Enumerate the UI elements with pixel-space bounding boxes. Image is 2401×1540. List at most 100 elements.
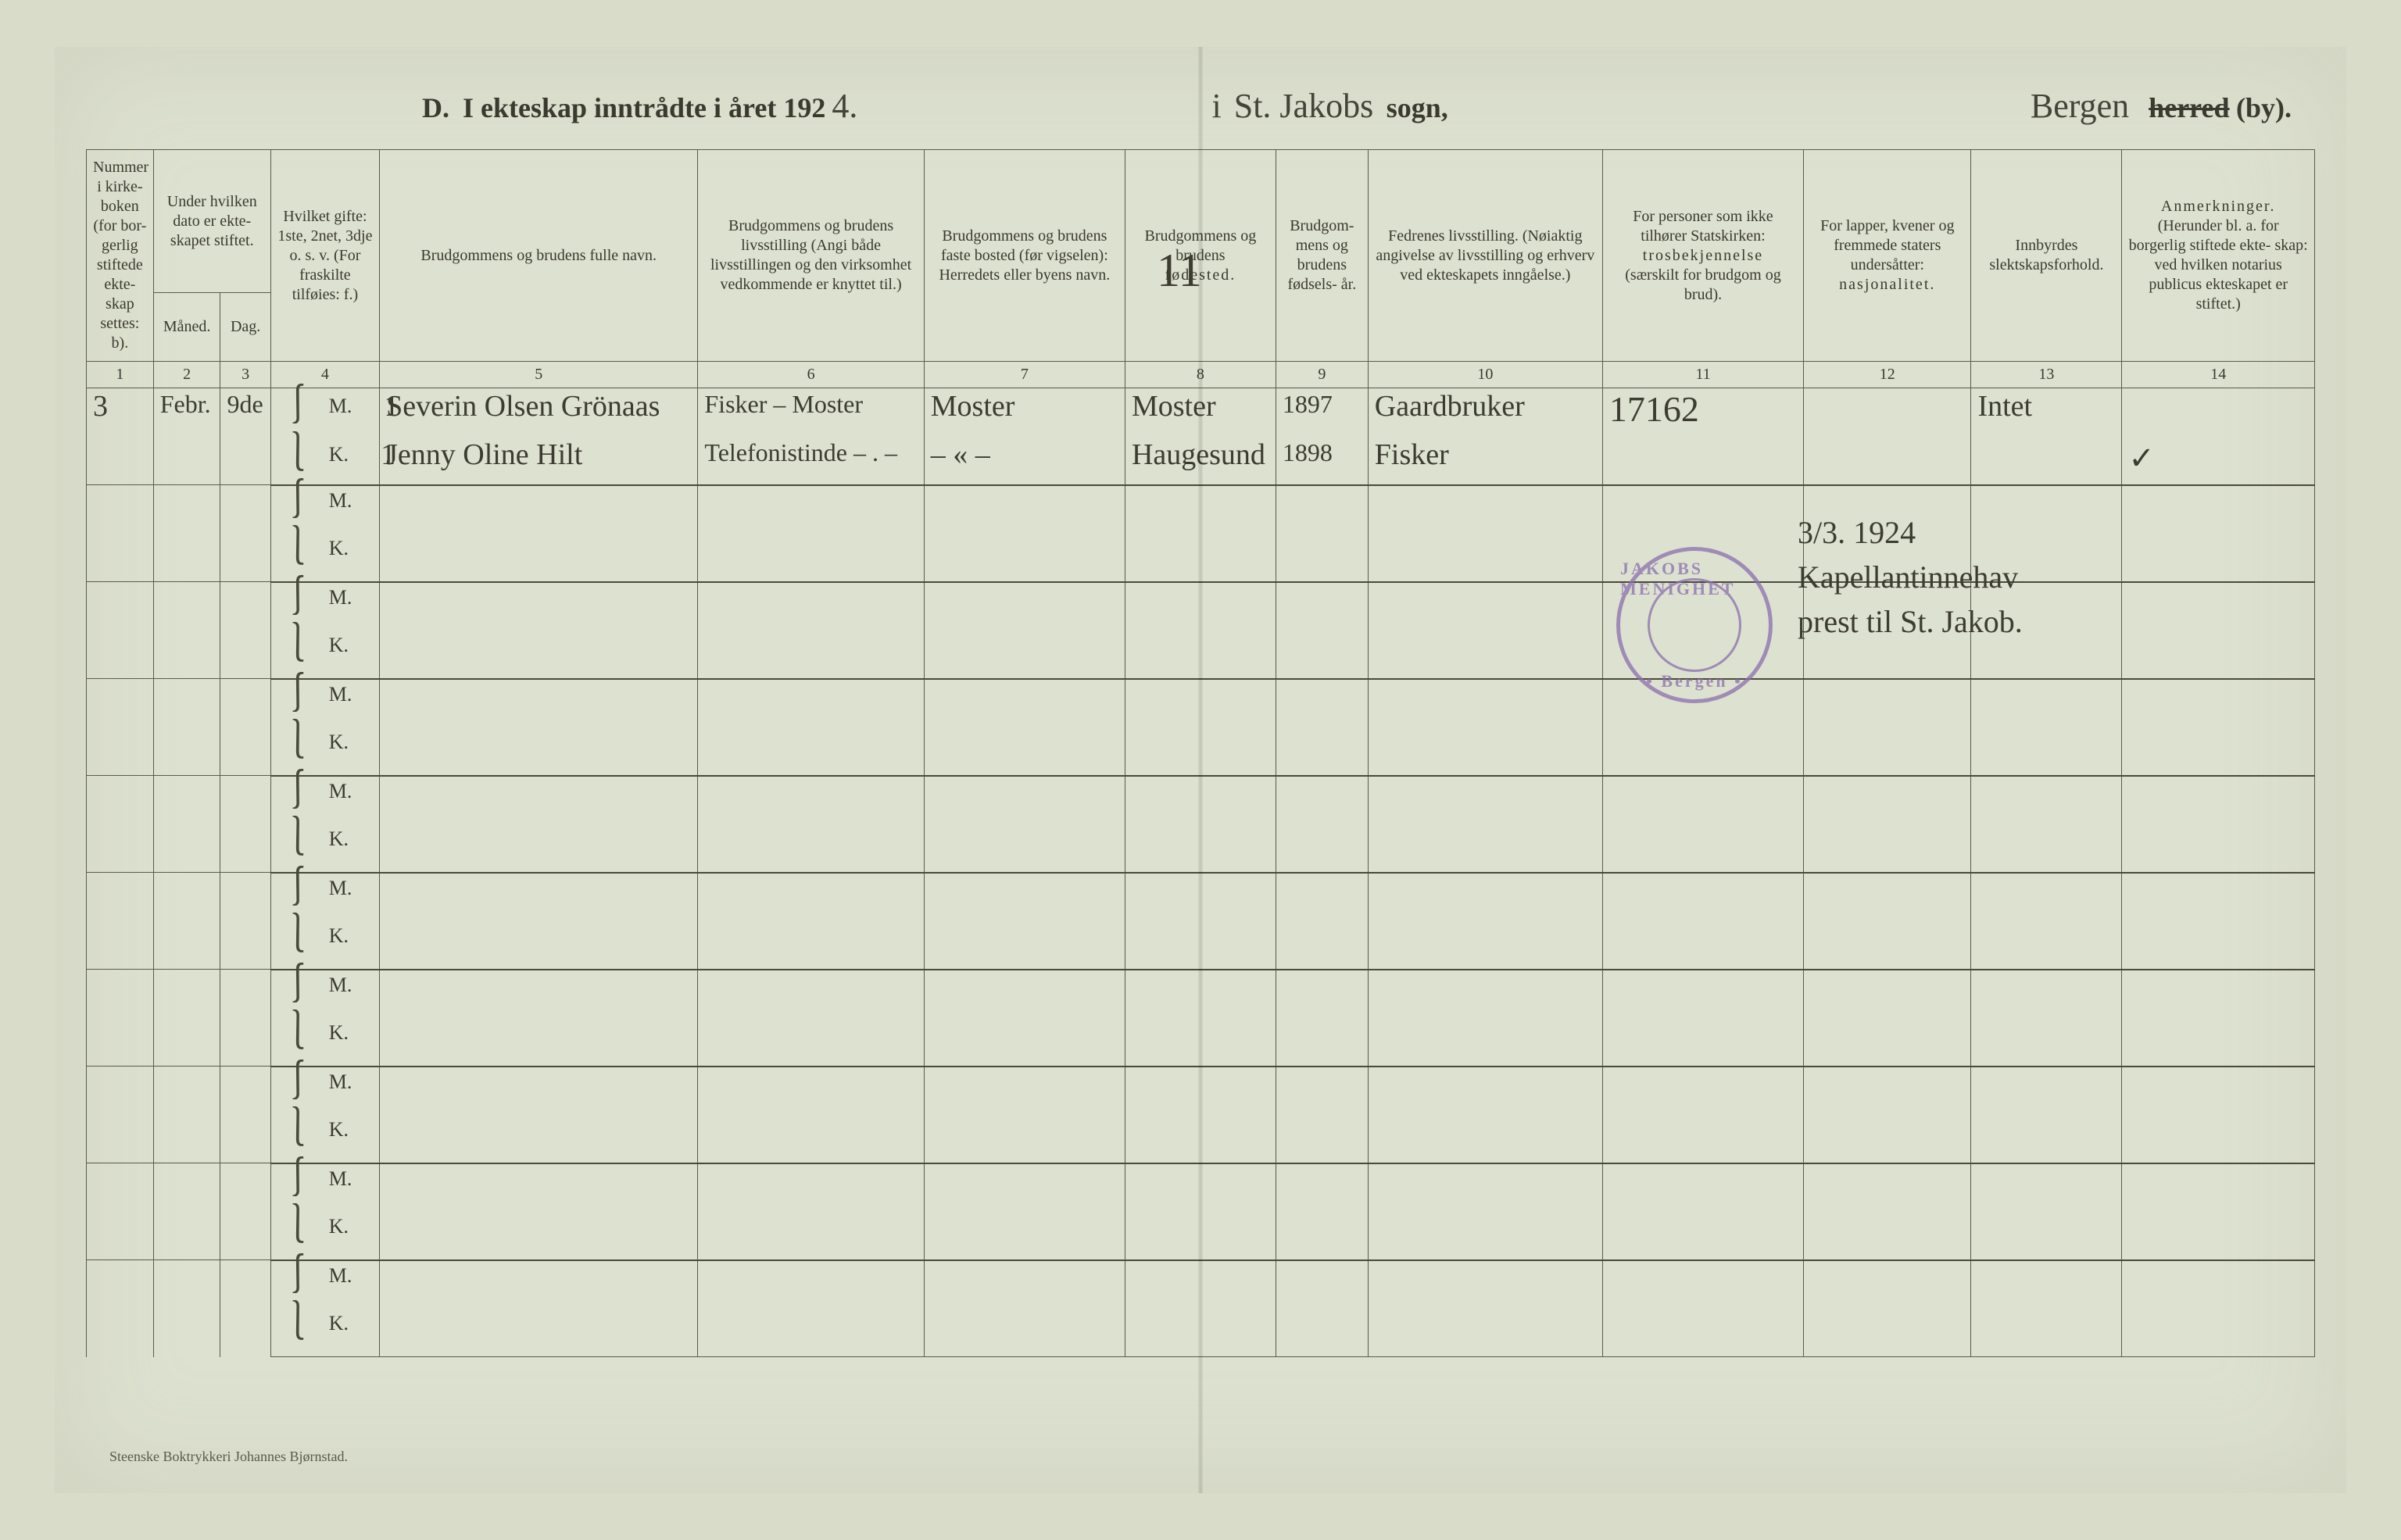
cell-aar bbox=[1276, 1309, 1368, 1357]
cell-stilling bbox=[698, 1067, 924, 1115]
cn-13: 13 bbox=[1971, 362, 2122, 388]
hdr-9: Fedrenes livsstilling. (Nøiaktig angivel… bbox=[1368, 150, 1602, 362]
cell-day bbox=[220, 873, 270, 970]
title-year-digit: 4. bbox=[825, 86, 864, 126]
hdr-13a: Anmerkninger. bbox=[2161, 198, 2276, 215]
hdr-2: Under hvilken dato er ekte- skapet stift… bbox=[153, 150, 270, 293]
hdr-12: Innbyrdes slektskapsforhold. bbox=[1971, 150, 2122, 362]
cell-anm bbox=[2122, 1115, 2315, 1163]
cell-month: Febr. bbox=[153, 388, 220, 485]
cn-12: 12 bbox=[1804, 362, 1971, 388]
cell-month bbox=[153, 679, 220, 776]
hdr-5: Brudgommens og brudens livsstilling (Ang… bbox=[698, 150, 924, 362]
cell-fedre bbox=[1368, 485, 1602, 534]
cell-tros bbox=[1602, 921, 1803, 970]
cell-num bbox=[87, 1260, 154, 1357]
cell-slekt: Intet bbox=[1971, 388, 2122, 437]
cn-5: 5 bbox=[380, 362, 698, 388]
cell-tros bbox=[1602, 1260, 1803, 1309]
cell-anm bbox=[2122, 534, 2315, 582]
cell-nasj bbox=[1804, 437, 1971, 485]
cell-bosted bbox=[924, 679, 1125, 727]
cell-nasj bbox=[1804, 1115, 1971, 1163]
cell-stilling bbox=[698, 485, 924, 534]
cell-fedre bbox=[1368, 1018, 1602, 1067]
hdr-2b: Dag. bbox=[220, 293, 270, 362]
cn-3: 3 bbox=[220, 362, 270, 388]
cell-tros bbox=[1602, 727, 1803, 776]
signature-line2: prest til St. Jakob. bbox=[1798, 603, 2023, 640]
cell-mk-m: ⎰M. 1 bbox=[270, 388, 379, 437]
cell-tros bbox=[1602, 873, 1803, 921]
title-right: Bergen herred (by). bbox=[2024, 86, 2292, 126]
cell-bosted bbox=[924, 921, 1125, 970]
cell-name bbox=[380, 824, 698, 873]
cell-slekt bbox=[1971, 1018, 2122, 1067]
cn-11: 11 bbox=[1602, 362, 1803, 388]
cell-fedre bbox=[1368, 1212, 1602, 1260]
cell-tros bbox=[1602, 970, 1803, 1018]
cell-bosted bbox=[924, 1163, 1125, 1212]
cell-day: 9de bbox=[220, 388, 270, 485]
cell-aar bbox=[1276, 727, 1368, 776]
cell-bosted bbox=[924, 873, 1125, 921]
cell-nasj bbox=[1804, 776, 1971, 824]
parish-stamp: JAKOBS MENIGHET • Bergen • bbox=[1616, 547, 1773, 703]
cn-7: 7 bbox=[924, 362, 1125, 388]
cell-name bbox=[380, 873, 698, 921]
cell-aar bbox=[1276, 582, 1368, 631]
cell-month bbox=[153, 1163, 220, 1260]
cell-bosted bbox=[924, 727, 1125, 776]
cell-slekt bbox=[1971, 1212, 2122, 1260]
cell-slekt bbox=[1971, 1067, 2122, 1115]
cell-fedre bbox=[1368, 824, 1602, 873]
cell-num bbox=[87, 873, 154, 970]
hdr-3: Hvilket gifte: 1ste, 2net, 3dje o. s. v.… bbox=[270, 150, 379, 362]
cell-aar bbox=[1276, 776, 1368, 824]
cell-bosted bbox=[924, 485, 1125, 534]
cell-anm bbox=[2122, 1067, 2315, 1115]
cell-stilling bbox=[698, 970, 924, 1018]
cell-day bbox=[220, 970, 270, 1067]
title-d: D. bbox=[422, 91, 449, 124]
cell-num bbox=[87, 776, 154, 873]
cell-anm bbox=[2122, 1018, 2315, 1067]
cell-day bbox=[220, 485, 270, 582]
cell-nasj bbox=[1804, 1163, 1971, 1212]
cell-bosted bbox=[924, 1115, 1125, 1163]
cell-slekt bbox=[1971, 1260, 2122, 1309]
cell-aar bbox=[1276, 1260, 1368, 1309]
hdr-10: For personer som ikke tilhører Statskirk… bbox=[1602, 150, 1803, 362]
cell-anm: ✓ bbox=[2122, 437, 2315, 485]
cell-stilling bbox=[698, 921, 924, 970]
cell-fedre: Fisker bbox=[1368, 437, 1602, 485]
cell-aar bbox=[1276, 631, 1368, 679]
cell-aar: 1897 bbox=[1276, 388, 1368, 437]
cell-nasj bbox=[1804, 1018, 1971, 1067]
cell-tros bbox=[1602, 776, 1803, 824]
cell-bosted bbox=[924, 776, 1125, 824]
cell-anm bbox=[2122, 631, 2315, 679]
cell-stilling bbox=[698, 873, 924, 921]
hdr-10b: trosbekjennelse bbox=[1643, 247, 1763, 264]
cell-anm bbox=[2122, 679, 2315, 727]
cell-name bbox=[380, 485, 698, 534]
hdr-6-main: Brudgommens og brudens faste bosted (før… bbox=[939, 227, 1110, 284]
signature-date: 3/3. 1924 bbox=[1798, 514, 2023, 551]
hdr-10a: For personer som ikke tilhører Statskirk… bbox=[1633, 208, 1773, 245]
cell-nasj bbox=[1804, 1067, 1971, 1115]
cell-day bbox=[220, 1163, 270, 1260]
cell-aar bbox=[1276, 485, 1368, 534]
cell-stilling bbox=[698, 1018, 924, 1067]
cell-bosted: Moster bbox=[924, 388, 1125, 437]
cell-anm bbox=[2122, 1260, 2315, 1309]
cell-month bbox=[153, 485, 220, 582]
cell-fedre bbox=[1368, 921, 1602, 970]
cell-fedre bbox=[1368, 534, 1602, 582]
cell-stilling bbox=[698, 1309, 924, 1357]
cell-anm bbox=[2122, 873, 2315, 921]
cell-bosted bbox=[924, 1018, 1125, 1067]
hdr-6: Brudgommens og brudens faste bosted (før… bbox=[924, 150, 1125, 362]
cell-bosted bbox=[924, 1212, 1125, 1260]
cell-nasj bbox=[1804, 388, 1971, 437]
